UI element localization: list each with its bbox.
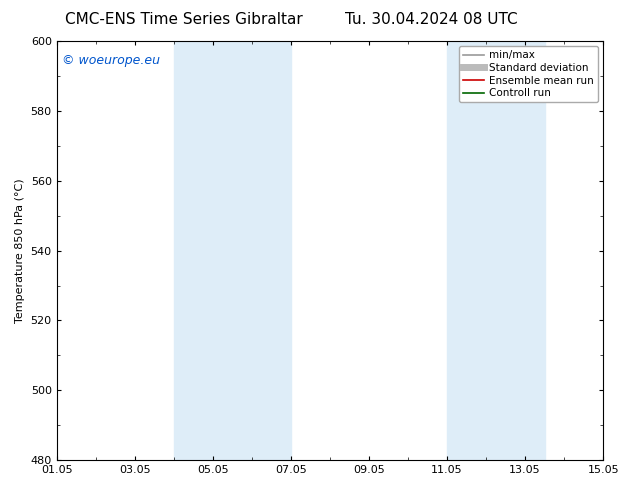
Legend: min/max, Standard deviation, Ensemble mean run, Controll run: min/max, Standard deviation, Ensemble me… [459, 46, 598, 102]
Bar [447, 41, 545, 460]
Bar [174, 41, 291, 460]
Text: CMC-ENS Time Series Gibraltar: CMC-ENS Time Series Gibraltar [65, 12, 303, 27]
Y-axis label: Temperature 850 hPa (°C): Temperature 850 hPa (°C) [15, 178, 25, 323]
Text: © woeurope.eu: © woeurope.eu [62, 53, 160, 67]
Text: Tu. 30.04.2024 08 UTC: Tu. 30.04.2024 08 UTC [345, 12, 517, 27]
